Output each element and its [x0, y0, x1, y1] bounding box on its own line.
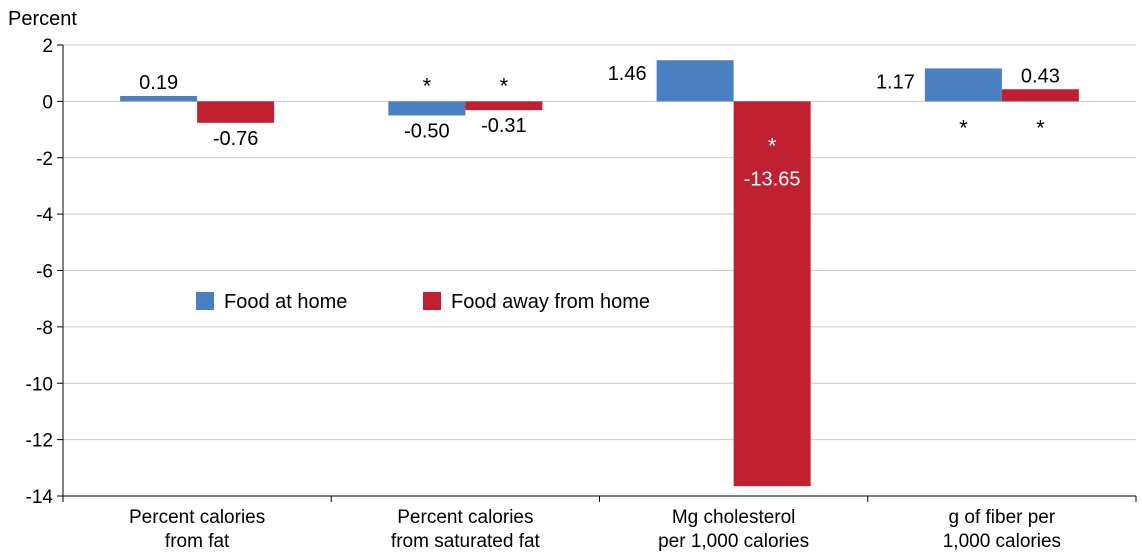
bar — [656, 60, 734, 102]
y-tick-label: -12 — [26, 431, 53, 452]
legend: Food at home Food away from home — [196, 291, 650, 313]
y-tick-label: 0 — [42, 92, 53, 113]
x-tick-label: Percent calories from fat — [129, 507, 265, 552]
legend-label: Food away from home — [451, 291, 650, 313]
data-label: 0.43 — [1021, 65, 1060, 87]
significance-marker: * — [423, 73, 432, 98]
data-label: 0.19 — [139, 72, 178, 94]
bar — [465, 101, 543, 111]
y-tick-label: -6 — [36, 262, 53, 283]
data-label: 1.46 — [608, 63, 647, 85]
y-tick-label: 2 — [42, 36, 53, 57]
x-tick-label: Mg cholesterol per 1,000 calories — [658, 507, 809, 552]
x-tick-label: Percent calories from saturated fat — [391, 507, 541, 552]
bars — [120, 60, 1079, 487]
y-tick-label: -8 — [36, 318, 53, 339]
y-axis-label: Percent — [8, 8, 77, 30]
bar — [733, 101, 811, 487]
y-tick-label: -10 — [26, 374, 53, 395]
bar — [924, 68, 1002, 102]
data-label: -13.65 — [744, 168, 801, 190]
bar — [120, 96, 198, 102]
data-label: -0.31 — [481, 115, 527, 137]
significance-marker: * — [1036, 115, 1045, 140]
data-labels: 0.19 -0.50 * 1.46 1.17 * -0.76 -0.31 * * -13.65 0.4… — [139, 63, 1060, 190]
data-label: -0.76 — [213, 128, 259, 150]
y-tick-label: -14 — [26, 487, 54, 508]
x-tick-label: g of fiber per 1,000 calories — [943, 507, 1061, 552]
data-label: -0.50 — [404, 120, 450, 142]
y-tick-label: -4 — [36, 205, 53, 226]
significance-marker: * — [768, 133, 777, 158]
significance-marker: * — [959, 115, 968, 140]
bar — [388, 101, 466, 116]
significance-marker: * — [500, 73, 509, 98]
axes: 2 0 -2 -4 -6 -8 -10 -12 -14 Percent calories from … — [26, 36, 1137, 552]
legend-swatch — [423, 292, 441, 310]
legend-label: Food at home — [224, 291, 347, 313]
bar — [1001, 89, 1079, 102]
y-tick-label: -2 — [36, 149, 53, 170]
data-label: 1.17 — [876, 71, 915, 93]
legend-swatch — [196, 292, 214, 310]
bar — [197, 101, 275, 123]
